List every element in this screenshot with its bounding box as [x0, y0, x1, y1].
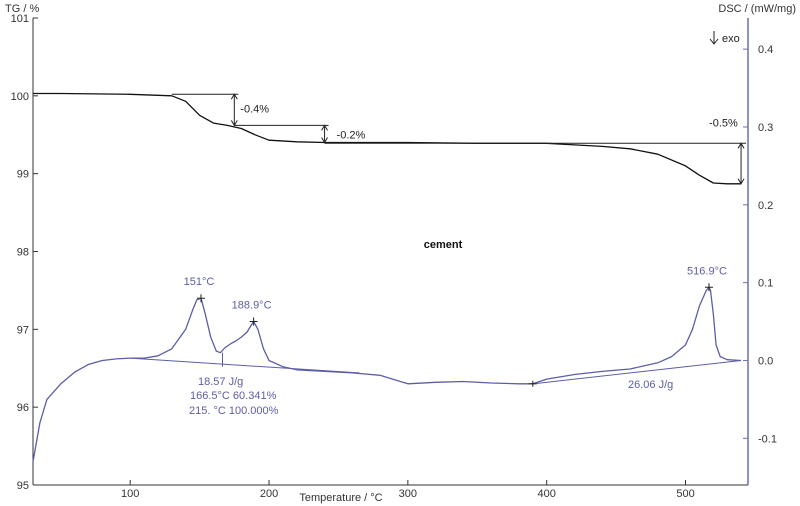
dsc-peak-marker — [704, 283, 713, 292]
right-y-tick-label: 0.0 — [758, 355, 773, 367]
left-y-tick-label: 95 — [17, 480, 29, 492]
left-axis-label: TG / % — [5, 3, 39, 15]
x-tick-label: 400 — [538, 488, 556, 500]
left-y-tick-label: 98 — [17, 247, 29, 259]
x-axis-label: Temperature / °C — [299, 492, 382, 504]
left-y-tick-label: 100 — [11, 91, 29, 103]
step-arrow-head-up — [737, 142, 745, 149]
axes: 100 200 300 400 500 101 100 99 98 97 96 95 0.4 0.3 0.2… — [11, 13, 777, 500]
x-tick-label: 300 — [399, 488, 417, 500]
dsc-integration-label: 166.5°C 60.341% — [190, 390, 277, 402]
left-y-tick-label: 101 — [11, 13, 29, 25]
step-arrow-head-up — [230, 93, 238, 100]
dsc-curve — [32, 286, 742, 462]
right-y-tick-label: 0.3 — [758, 122, 773, 134]
left-y-tick-label: 96 — [17, 402, 29, 414]
right-y-tick-label: 0.1 — [758, 278, 773, 290]
left-y-tick-label: 99 — [17, 169, 29, 181]
dsc-baseline — [532, 359, 742, 385]
left-y-tick-label: 97 — [17, 324, 29, 336]
tg-step-label: -0.2% — [337, 130, 366, 142]
right-y-tick-label: -0.1 — [758, 433, 777, 445]
step-arrow-head-down — [321, 137, 328, 144]
right-axis-label: DSC / (mW/mg) — [718, 3, 796, 15]
dsc-integration-label: 215. °C 100.000% — [189, 405, 279, 417]
dsc-integration-label: 26.06 J/g — [628, 379, 673, 391]
dsc-peak-label: 151°C — [184, 276, 215, 288]
exo-label: exo — [722, 33, 740, 45]
right-y-tick-label: 0.4 — [758, 44, 773, 56]
dsc-baseline — [130, 357, 360, 374]
exo-indicator: exo — [709, 31, 740, 45]
dsc-peak-marker — [196, 294, 205, 303]
series-group — [32, 92, 742, 462]
tg-step-label: -0.4% — [240, 103, 269, 115]
step-arrow-head-down — [737, 178, 745, 185]
step-arrow-head-up — [321, 124, 328, 131]
dsc-integration-label: 18.57 J/g — [198, 376, 243, 388]
dsc-peak-label: 516.9°C — [687, 265, 727, 277]
dsc-peak-label: 188.9°C — [232, 300, 272, 312]
x-tick-label: 200 — [260, 488, 278, 500]
tg-step-label: -0.5% — [709, 117, 738, 129]
dsc-peak-marker — [249, 317, 258, 326]
right-y-tick-label: 0.2 — [758, 200, 773, 212]
chart-title: cement — [424, 239, 463, 251]
annotations: -0.4% -0.2% -0.5% 151°C 188.9°C 516.9°C 18.57 … — [171, 93, 746, 417]
x-tick-label: 100 — [121, 488, 139, 500]
x-tick-label: 500 — [676, 488, 694, 500]
tg-curve — [33, 92, 742, 185]
